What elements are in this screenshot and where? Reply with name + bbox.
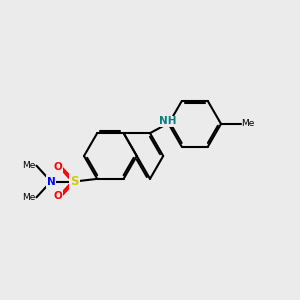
Text: Me: Me <box>242 119 255 128</box>
Text: S: S <box>70 175 79 188</box>
Text: O: O <box>54 191 62 201</box>
Text: Me: Me <box>22 161 36 170</box>
Text: O: O <box>54 162 62 172</box>
Text: Me: Me <box>22 193 36 202</box>
Text: N: N <box>46 176 56 187</box>
Text: NH: NH <box>159 116 176 127</box>
